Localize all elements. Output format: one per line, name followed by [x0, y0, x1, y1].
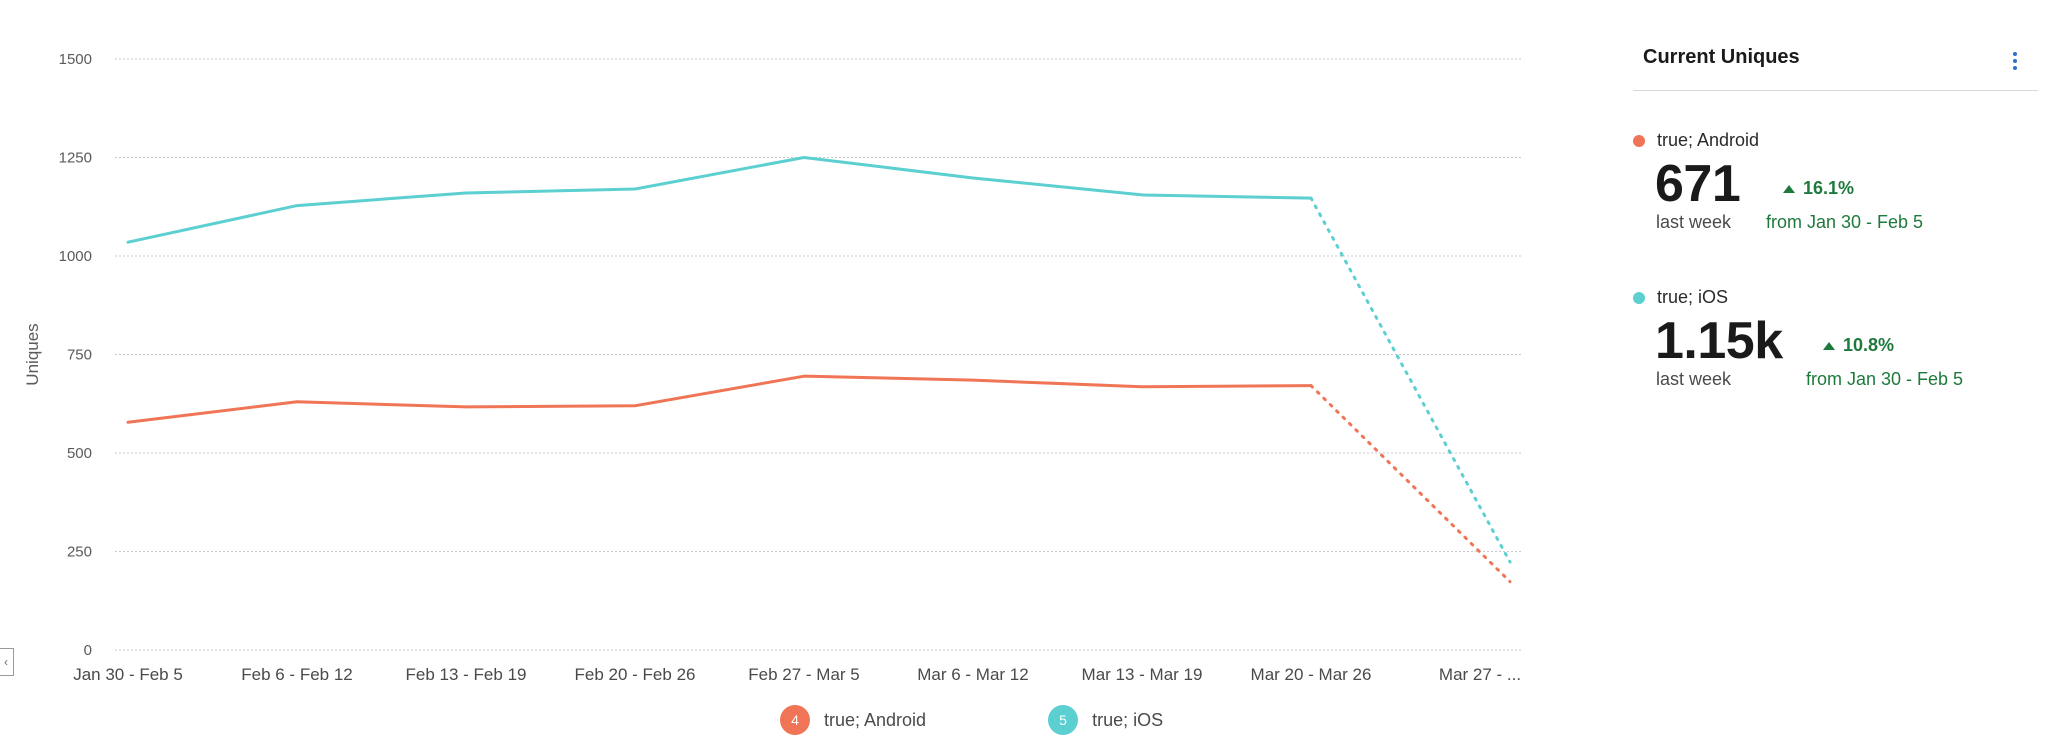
- y-tick-label: 250: [67, 544, 92, 561]
- y-tick-label: 1500: [59, 51, 92, 68]
- x-tick-label: Feb 20 - Feb 26: [575, 665, 696, 684]
- y-tick-label: 0: [84, 642, 92, 659]
- kebab-menu-icon[interactable]: [2012, 52, 2018, 70]
- series-line: [126, 156, 1313, 244]
- chart-legend: 4 true; Android 5 true; iOS: [780, 705, 1285, 735]
- panel-title: Current Uniques: [1643, 46, 1800, 68]
- trend-up-icon: [1823, 341, 1835, 350]
- x-tick-label: Jan 30 - Feb 5: [73, 665, 183, 684]
- x-tick-label: Feb 27 - Mar 5: [748, 665, 860, 684]
- legend-item-android[interactable]: 4 true; Android: [780, 705, 926, 735]
- legend-badge-ios: 5: [1048, 705, 1079, 735]
- current-uniques-panel: Current Uniques true; Android 671 last w…: [1633, 0, 2048, 753]
- y-tick-label: 1000: [59, 248, 92, 265]
- uniques-line-chart: 0 250 500 750 1000 1250 1500 Uniques Jan 30 - Fe…: [0, 51, 1522, 735]
- legend-badge-android: 4: [780, 705, 810, 735]
- chevron-left-icon[interactable]: ‹: [0, 648, 14, 676]
- metric-value: 1.15k: [1655, 312, 1783, 370]
- trend-up-icon: [1783, 184, 1795, 193]
- series-dot-icon: [1633, 291, 1645, 304]
- legend-label-android: true; Android: [824, 709, 927, 730]
- metric-change-value: 16.1%: [1803, 178, 1855, 198]
- metric-change: 16.1%: [1783, 178, 1854, 199]
- x-tick-label: Mar 27 - ...: [1439, 665, 1521, 684]
- series-partial-line: [1309, 196, 1512, 564]
- series-partial-line: [1309, 384, 1512, 584]
- metric-change: 10.8%: [1823, 335, 1894, 356]
- y-tick-label: 1250: [59, 150, 92, 167]
- x-tick-label: Feb 13 - Feb 19: [406, 665, 527, 684]
- metric-series-label: true; iOS: [1657, 287, 1729, 307]
- metric-series-label: true; Android: [1657, 130, 1760, 150]
- metric-change-value: 10.8%: [1843, 335, 1895, 355]
- y-tick-label: 500: [67, 445, 92, 462]
- series-line: [126, 374, 1313, 424]
- y-axis-label: Uniques: [23, 323, 42, 385]
- metric-period: last week: [1656, 369, 1732, 389]
- panel-header: Current Uniques: [1633, 38, 2038, 91]
- metric-comparison: from Jan 30 - Feb 5: [1806, 369, 1964, 389]
- metric-comparison: from Jan 30 - Feb 5: [1766, 212, 1924, 232]
- series-dot-icon: [1633, 134, 1645, 147]
- x-tick-label: Mar 20 - Mar 26: [1251, 665, 1372, 684]
- y-tick-label: 750: [67, 347, 92, 364]
- x-tick-label: Mar 6 - Mar 12: [917, 665, 1028, 684]
- metric-series-ios: true; iOS: [1633, 287, 1728, 308]
- metric-period: last week: [1656, 212, 1732, 232]
- metric-value: 671: [1655, 155, 1741, 213]
- x-tick-label: Feb 6 - Feb 12: [241, 665, 353, 684]
- legend-item-ios[interactable]: 5 true; iOS: [1048, 705, 1163, 735]
- chart-canvas: 0 250 500 750 1000 1250 1500 Uniques Jan 30 - Fe…: [23, 51, 1522, 684]
- legend-label-ios: true; iOS: [1092, 709, 1164, 730]
- metric-series-android: true; Android: [1633, 130, 1759, 151]
- x-tick-label: Mar 13 - Mar 19: [1082, 665, 1203, 684]
